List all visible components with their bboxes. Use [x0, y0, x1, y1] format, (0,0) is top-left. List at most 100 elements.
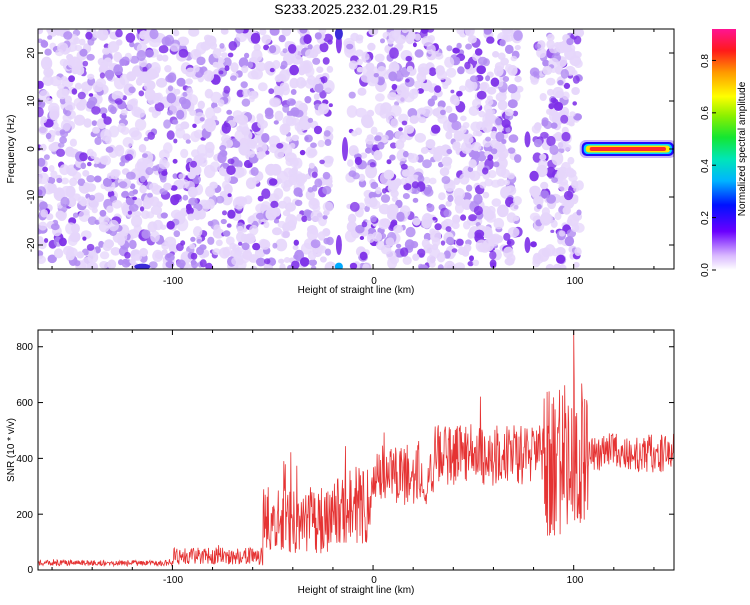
- heatmap-cell: [320, 256, 327, 263]
- heatmap-cell: [141, 229, 151, 239]
- heatmap-cell: [533, 196, 544, 206]
- heatmap-cell: [421, 238, 430, 249]
- heatmap-cell: [161, 36, 171, 46]
- heatmap-cell: [395, 243, 402, 249]
- heatmap-cell: [263, 264, 274, 269]
- colorbar-gradient: [712, 29, 736, 270]
- heatmap-cell: [38, 165, 43, 174]
- heatmap-cell: [546, 194, 556, 204]
- heatmap-cell: [460, 115, 467, 122]
- heatmap-cell: [106, 73, 113, 81]
- heatmap-cell: [362, 117, 374, 129]
- heatmap-cell: [74, 82, 82, 90]
- spectrogram-ytick-2: -10: [26, 189, 37, 204]
- heatmap-cell: [242, 250, 253, 260]
- heatmap-cell: [251, 49, 263, 62]
- heatmap-cell: [279, 263, 286, 269]
- heatmap-cell: [360, 73, 373, 83]
- heatmap-cell: [540, 131, 549, 139]
- heatmap-cell: [411, 181, 419, 189]
- heatmap-cell: [464, 80, 475, 93]
- heatmap-cell: [524, 131, 531, 148]
- heatmap-cell: [46, 29, 53, 34]
- heatmap-cell: [270, 163, 282, 176]
- heatmap-cell: [71, 223, 80, 234]
- heatmap-cell: [249, 224, 259, 236]
- spectrogram-cells: [38, 29, 674, 269]
- heatmap-cell: [236, 231, 246, 243]
- heatmap-cell: [163, 142, 173, 154]
- heatmap-cell: [204, 141, 215, 153]
- heatmap-cell: [346, 43, 354, 50]
- heatmap-cell: [418, 107, 426, 115]
- heatmap-cell: [101, 155, 111, 166]
- heatmap-cell: [406, 65, 414, 73]
- heatmap-cell: [472, 130, 480, 137]
- heatmap-cell: [390, 142, 397, 149]
- heatmap-cell: [221, 122, 231, 134]
- heatmap-cell: [270, 200, 279, 209]
- heatmap-cell: [299, 149, 306, 156]
- heatmap-cell: [78, 38, 86, 46]
- heatmap-cell: [573, 261, 580, 268]
- heatmap-cell: [421, 35, 434, 47]
- heatmap-cell: [396, 211, 405, 222]
- heatmap-cell: [311, 227, 319, 235]
- heatmap-cell: [558, 147, 565, 154]
- heatmap-cell: [349, 262, 358, 269]
- heatmap-cell: [48, 143, 58, 152]
- heatmap-cell: [250, 32, 261, 44]
- heatmap-cell: [352, 148, 359, 155]
- heatmap-cell: [194, 116, 202, 125]
- heatmap-cell: [334, 29, 343, 40]
- heatmap-cell: [203, 70, 215, 82]
- heatmap-cell: [389, 47, 399, 59]
- heatmap-cell: [473, 205, 483, 216]
- heatmap-cell: [199, 259, 207, 268]
- heatmap-cell: [507, 172, 515, 180]
- heatmap-cell: [259, 239, 271, 250]
- heatmap-cell: [407, 30, 416, 41]
- heatmap-cell: [223, 230, 231, 237]
- heatmap-cell: [483, 29, 493, 35]
- heatmap-cell: [414, 33, 422, 41]
- heatmap-cell: [389, 154, 396, 161]
- heatmap-cell: [64, 110, 72, 117]
- heatmap-cell: [60, 119, 71, 132]
- heatmap-cell: [466, 136, 474, 144]
- heatmap-cell: [303, 34, 312, 45]
- heatmap-cell: [323, 210, 330, 216]
- heatmap-cell: [92, 31, 101, 39]
- heatmap-cell: [185, 78, 193, 85]
- heatmap-cell: [489, 259, 497, 268]
- spectrogram-xlabel: Height of straight line (km): [298, 285, 415, 296]
- heatmap-cell: [172, 158, 178, 164]
- snr-background: [38, 330, 674, 570]
- heatmap-cell: [291, 55, 303, 65]
- heatmap-cell: [394, 178, 402, 187]
- heatmap-cell: [161, 54, 169, 62]
- heatmap-cell: [414, 132, 426, 143]
- heatmap-cell: [166, 130, 175, 140]
- heatmap-cell: [40, 209, 49, 218]
- heatmap-cell: [276, 142, 284, 149]
- heatmap-cell: [282, 209, 291, 217]
- heatmap-cell: [103, 116, 112, 125]
- spectrogram-panel: -100 0 100 Height of straight line (km) …: [6, 28, 675, 296]
- heatmap-cell: [375, 93, 385, 102]
- heatmap-cell: [308, 162, 315, 169]
- heatmap-cell: [212, 61, 219, 68]
- heatmap-cell: [227, 158, 235, 165]
- heatmap-cell: [382, 134, 389, 141]
- heatmap-cell: [57, 142, 65, 148]
- heatmap-cell: [370, 215, 377, 223]
- heatmap-cell: [505, 126, 511, 133]
- heatmap-cell: [491, 152, 499, 160]
- heatmap-cell: [196, 56, 206, 66]
- heatmap-cell: [161, 242, 170, 250]
- heatmap-cell: [560, 68, 569, 79]
- heatmap-cell: [529, 67, 540, 77]
- heatmap-cell: [387, 38, 394, 45]
- heatmap-cell: [504, 34, 514, 42]
- signal-core: [589, 147, 666, 151]
